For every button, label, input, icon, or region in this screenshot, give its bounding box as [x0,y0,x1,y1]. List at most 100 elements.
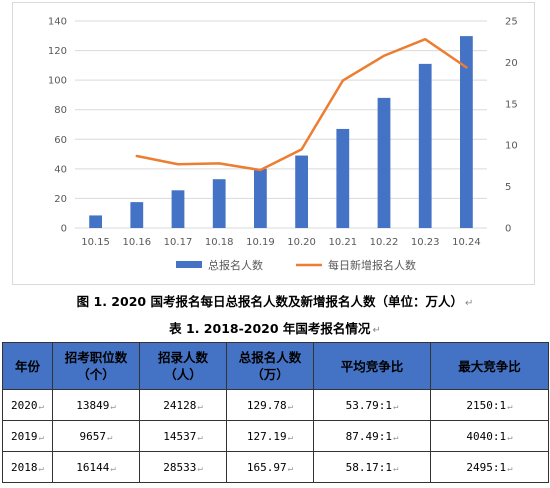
table-cell: 16144↵ [52,451,140,483]
column-header-text: 年份 [14,358,40,374]
bar [336,128,350,228]
y-right-tick-label: 20 [505,58,518,69]
paragraph-mark: ↵ [287,432,294,443]
paragraph-mark: ↵ [507,432,513,443]
table-cell-value: 9657 [79,429,107,443]
column-header: 最大竞争比 [430,342,549,390]
paragraph-mark: ↵ [38,432,44,443]
table-cell-value: 87.49:1 [345,429,392,443]
table-cell: 24128↵ [139,389,227,421]
x-tick-label: 10.24 [452,237,481,248]
table-cell: 9657↵ [52,420,140,452]
table-cell-value: 2020 [11,398,38,412]
table-cell: 2150:1↵ [430,389,549,421]
table-cell-value: 2495:1 [466,460,507,474]
bar [212,179,226,228]
y-left-tick-label: 120 [48,46,67,57]
paragraph-mark: ↵ [464,298,474,309]
table-body: 2020↵ 13849↵ 24128↵ 129.78↵ 53.79:1↵ 2150:1↵ 2… [2,389,549,483]
figure-caption-text: 图 1. 2020 国考报名每日总报名人数及新增报名人数（单位：万人） [76,294,463,309]
paragraph-mark: ↵ [197,432,203,443]
table-cell-value: 2019 [11,429,38,443]
paragraph-mark: ↵ [197,463,203,474]
x-tick-label: 10.17 [164,237,193,248]
paragraph-mark: ↵ [507,463,513,474]
y-left-tick-label: 80 [54,105,67,116]
x-tick-label: 10.21 [328,237,357,248]
table-cell-value: 2018 [11,460,38,474]
y-left-tick-label: 140 [48,17,67,28]
y-left-tick-label: 20 [54,194,67,205]
column-header: 招录人数 （人） [139,342,227,390]
table-cell: 53.79:1↵ [313,389,431,421]
table-cell-value: 127.19 [246,429,287,443]
y-right-tick-label: 10 [505,141,518,152]
table-row: 2018↵ 16144↵ 28533↵ 165.97↵ 58.17:1↵ 2495:1↵ [2,451,549,483]
bar [130,202,144,228]
legend-swatch-bar [176,261,202,268]
table-cell-value: 129.78 [246,398,287,412]
column-header: 招考职位数 （个） [52,342,140,390]
x-tick-label: 10.15 [81,237,110,248]
exam-statistics-table: 年份 招考职位数 （个） 招录人数 （人） 总报名人数 （万） 平均竞争比 最大竞争比 2020… [2,342,549,483]
bar [377,97,391,228]
table-cell-value: 165.97 [246,460,287,474]
figure-caption: 图 1. 2020 国考报名每日总报名人数及新增报名人数（单位：万人） ↵ [0,291,550,310]
table-cell-value: 58.17:1 [345,460,392,474]
column-header-text: （万） [251,367,289,382]
paragraph-mark: ↵ [392,401,399,412]
paragraph-mark: ↵ [287,463,294,474]
paragraph-mark: ↵ [38,401,44,412]
y-left-tick-label: 100 [48,76,67,87]
y-right-tick-label: 15 [505,99,518,110]
column-header-text: 招录人数 [157,350,208,365]
column-header-text: （个） [77,367,115,382]
bar [295,155,308,228]
table-cell-value: 2150:1 [466,398,507,412]
table-cell: 14537↵ [139,420,227,452]
y-left-tick-label: 40 [54,164,67,175]
column-header: 平均竞争比 [313,342,431,390]
column-header-text: （人） [164,367,202,382]
combo-chart: 0 20 40 60 80 100 120 140 0 5 10 15 20 25 10.15 10.16 10… [48,17,518,273]
legend-label: 总报名人数 [208,258,263,272]
paragraph-mark: ↵ [110,401,116,412]
table-caption: 表 1. 2018-2020 年国考报名情况 ↵ [0,318,550,337]
paragraph-mark: ↵ [392,463,399,474]
table-cell: 58.17:1↵ [313,451,431,483]
y-right-tick-label: 0 [505,224,511,235]
bar [460,36,473,229]
paragraph-mark: ↵ [107,432,113,443]
table-row: 2019↵ 9657↵ 14537↵ 127.19↵ 87.49:1↵ 4040:1↵ [2,420,549,452]
column-header-text: 总报名人数 [238,350,302,365]
column-header-text: 最大竞争比 [458,358,521,374]
paragraph-mark: ↵ [372,325,381,336]
table-cell-value: 28533 [163,460,197,474]
x-tick-label: 10.18 [205,237,234,248]
table-cell-value: 24128 [163,398,197,412]
table-cell: 4040:1↵ [430,420,549,452]
table-cell-value: 13849 [76,398,110,412]
paragraph-mark: ↵ [507,401,513,412]
legend-label: 每日新增报名人数 [328,258,416,272]
table-caption-text: 表 1. 2018-2020 年国考报名情况 [169,321,371,336]
paragraph-mark: ↵ [197,401,203,412]
x-tick-label: 10.16 [122,237,151,248]
table-cell: 2019↵ [2,420,53,452]
column-header: 总报名人数 （万） [226,342,314,390]
table-cell: 13849↵ [52,389,140,421]
y-right-tick-label: 5 [505,182,511,193]
chart-container: 0 20 40 60 80 100 120 140 0 5 10 15 20 25 10.15 10.16 10… [12,2,535,285]
table-header-row: 年份 招考职位数 （个） 招录人数 （人） 总报名人数 （万） 平均竞争比 最大竞争比 [2,342,549,390]
table-cell: 87.49:1↵ [313,420,431,452]
x-tick-label: 10.22 [370,237,399,248]
table-cell: 127.19↵ [226,420,314,452]
y-right-tick-label: 25 [505,17,518,28]
x-tick-label: 10.20 [287,237,316,248]
paragraph-mark: ↵ [110,463,116,474]
bar [171,190,185,228]
y-left-tick-label: 0 [61,224,67,235]
table-cell: 129.78↵ [226,389,314,421]
bar [254,168,267,228]
y-left-tick-label: 60 [54,135,67,146]
